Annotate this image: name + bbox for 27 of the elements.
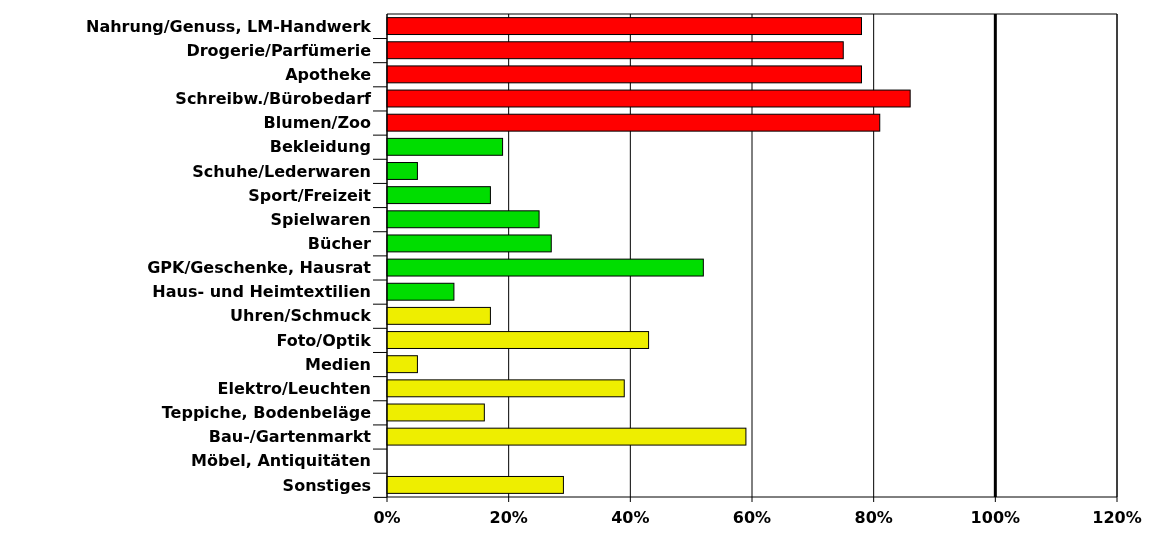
x-tick-label: 120% xyxy=(1092,508,1142,527)
y-tick-label: Schreibw./Bürobedarf xyxy=(175,89,373,109)
y-tick-label: Bau-/Gartenmarkt xyxy=(208,427,372,447)
y-tick-label: Bücher xyxy=(307,234,372,254)
y-tick-label: Uhren/Schmuck xyxy=(230,306,372,326)
y-tick-label: Möbel, Antiquitäten xyxy=(191,451,371,471)
y-tick-label: Sport/Freizeit xyxy=(248,185,372,205)
y-tick-label: Drogerie/Parfümerie xyxy=(186,40,372,60)
y-tick-label: Apotheke xyxy=(285,64,372,84)
y-tick-label: Blumen/Zoo xyxy=(263,113,371,133)
y-tick-label: Sonstiges xyxy=(282,475,371,495)
x-tick-label: 20% xyxy=(489,508,528,527)
y-tick-label: Elektro/Leuchten xyxy=(217,378,371,398)
y-tick-label: Haus- und Heimtextilien xyxy=(152,282,371,302)
x-tick-label: 60% xyxy=(732,508,772,527)
y-tick-label: Foto/Optik xyxy=(276,330,372,350)
y-tick-label: Schuhe/Lederwaren xyxy=(192,161,371,181)
y-tick-label: Spielwaren xyxy=(270,209,371,229)
x-tick-label: 100% xyxy=(970,508,1021,527)
x-tick-label: 40% xyxy=(611,508,650,527)
x-tick-label: 0% xyxy=(373,508,401,527)
x-tick-label: 80% xyxy=(854,508,893,527)
y-tick-label: Medien xyxy=(305,354,371,374)
y-tick-label: GPK/Geschenke, Hausrat xyxy=(147,258,372,278)
y-tick-label: Bekleidung xyxy=(269,137,371,157)
y-tick-label: Teppiche, Bodenbeläge xyxy=(161,403,372,423)
y-tick-label: Nahrung/Genuss, LM-Handwerk xyxy=(86,16,372,36)
